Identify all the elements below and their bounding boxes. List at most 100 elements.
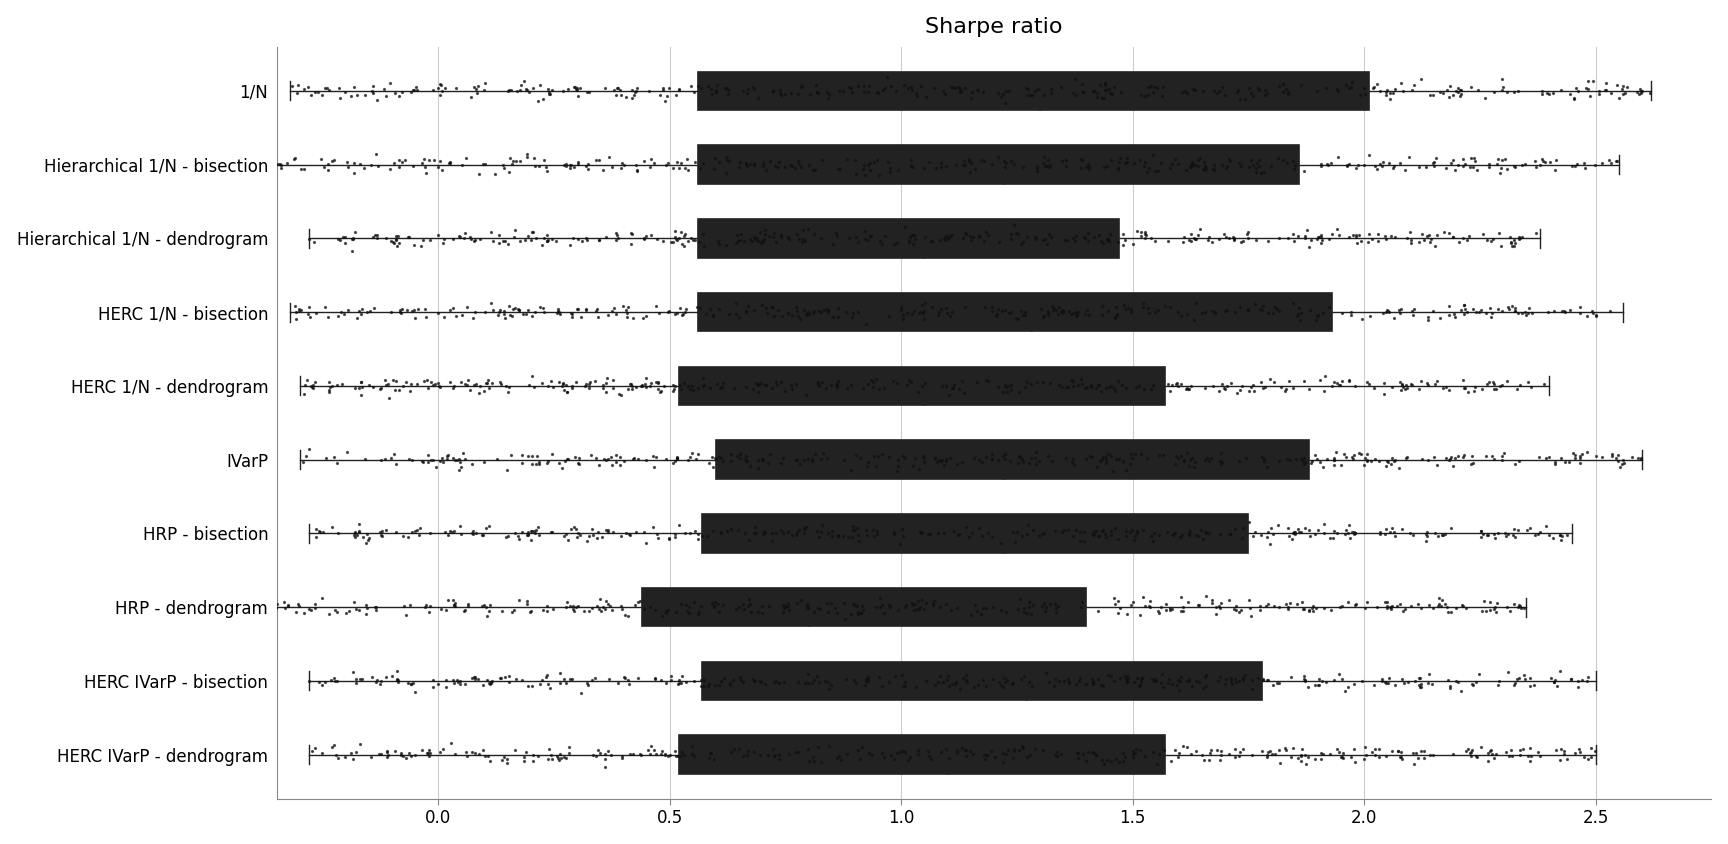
Point — [314, 157, 342, 170]
Point — [1605, 91, 1633, 105]
Point — [325, 81, 353, 95]
Point — [1598, 447, 1626, 461]
Point — [795, 452, 823, 465]
Point — [861, 155, 888, 169]
Point — [1495, 665, 1522, 679]
Point — [524, 749, 551, 762]
Point — [871, 381, 899, 394]
Point — [1184, 529, 1211, 543]
Point — [572, 379, 600, 392]
Point — [446, 519, 473, 533]
Point — [766, 677, 793, 690]
Point — [733, 160, 760, 173]
Point — [1092, 456, 1120, 469]
Point — [1140, 527, 1168, 540]
Point — [899, 459, 926, 473]
Point — [1422, 378, 1450, 392]
Point — [425, 306, 453, 320]
Point — [498, 157, 525, 170]
Point — [1324, 376, 1351, 390]
Point — [295, 602, 323, 615]
Point — [556, 522, 584, 536]
Point — [1097, 154, 1125, 167]
Point — [327, 234, 354, 247]
Point — [1279, 381, 1306, 394]
Point — [434, 452, 461, 466]
Point — [399, 676, 427, 690]
Point — [1037, 598, 1064, 611]
Point — [486, 671, 513, 684]
Point — [926, 156, 954, 170]
Point — [1374, 305, 1401, 318]
Point — [1540, 675, 1567, 689]
Point — [1495, 302, 1522, 316]
Point — [933, 306, 961, 320]
Point — [297, 380, 325, 393]
Point — [746, 225, 774, 239]
Point — [632, 381, 660, 394]
Point — [848, 740, 876, 754]
Point — [1251, 381, 1279, 394]
Point — [848, 163, 876, 176]
Point — [864, 527, 892, 540]
Point — [883, 464, 911, 478]
Point — [1011, 380, 1039, 393]
Point — [677, 231, 705, 245]
Point — [429, 163, 456, 176]
Point — [353, 607, 380, 620]
Point — [823, 751, 850, 765]
Point — [1341, 448, 1369, 462]
Point — [1303, 84, 1331, 98]
Point — [957, 157, 985, 170]
Point — [670, 227, 698, 241]
Point — [997, 232, 1025, 246]
Point — [760, 310, 788, 323]
Point — [280, 153, 308, 166]
Point — [1121, 528, 1149, 542]
Point — [563, 155, 591, 169]
Point — [603, 449, 631, 463]
Point — [658, 235, 686, 249]
Point — [817, 596, 845, 609]
Point — [608, 300, 636, 313]
Point — [793, 601, 821, 614]
Point — [900, 597, 928, 610]
Point — [1236, 515, 1263, 528]
Point — [990, 671, 1018, 684]
Point — [534, 604, 562, 618]
Point — [743, 234, 771, 247]
Point — [793, 676, 821, 690]
Point — [945, 682, 973, 695]
Point — [384, 674, 411, 687]
Point — [558, 159, 586, 172]
PathPatch shape — [679, 735, 1165, 774]
Point — [1481, 532, 1509, 545]
Point — [638, 153, 665, 166]
Point — [1120, 533, 1147, 547]
Point — [1175, 528, 1203, 542]
Point — [961, 452, 988, 465]
Point — [1042, 673, 1070, 686]
Point — [667, 225, 695, 239]
Point — [1557, 303, 1585, 316]
Point — [427, 454, 454, 468]
Point — [351, 161, 378, 175]
Point — [1476, 595, 1503, 609]
Point — [372, 373, 399, 387]
Point — [472, 76, 499, 89]
Point — [681, 155, 708, 169]
Point — [707, 674, 734, 687]
Point — [665, 231, 693, 245]
Point — [589, 381, 617, 395]
Point — [1479, 376, 1507, 389]
Point — [1287, 525, 1315, 538]
Point — [712, 151, 740, 165]
Point — [289, 456, 316, 469]
Point — [745, 91, 772, 105]
Point — [829, 84, 857, 97]
Point — [1329, 751, 1356, 765]
Point — [1578, 741, 1605, 755]
Point — [1222, 675, 1249, 689]
Point — [921, 451, 949, 464]
Point — [1118, 595, 1146, 609]
